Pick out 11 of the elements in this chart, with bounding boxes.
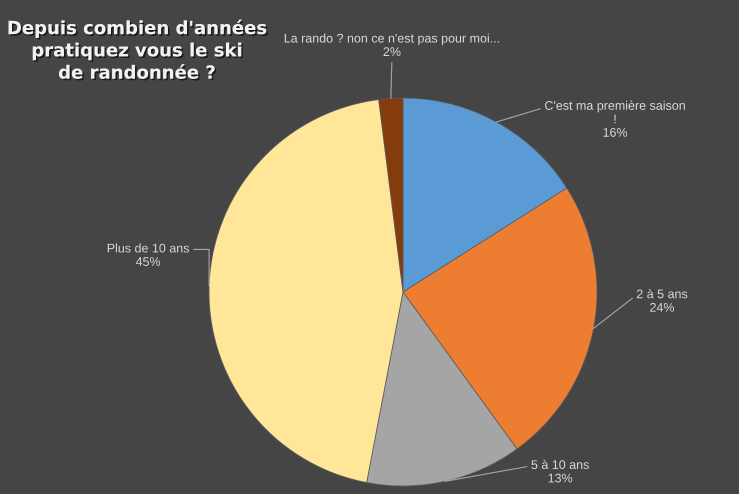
slice-label: 2 à 5 ans <box>636 288 688 298</box>
data-label: 2% <box>384 47 401 56</box>
slice-label: Plus de 10 ans <box>108 243 189 253</box>
data-label: 24% <box>650 302 674 312</box>
data-label: 16% <box>603 128 628 137</box>
slice-label: 5 à 10 ans <box>531 460 589 470</box>
data-label: 13% <box>548 474 572 483</box>
data-label: 45% <box>136 257 160 266</box>
slice-label: La rando ? non ce n'est pas pour moi... <box>284 33 500 46</box>
slice-label: C'est ma première saison ! <box>545 100 685 124</box>
chart-title: Depuis combien d'années pratiquez vous le ski de randonnée ? <box>8 20 268 81</box>
